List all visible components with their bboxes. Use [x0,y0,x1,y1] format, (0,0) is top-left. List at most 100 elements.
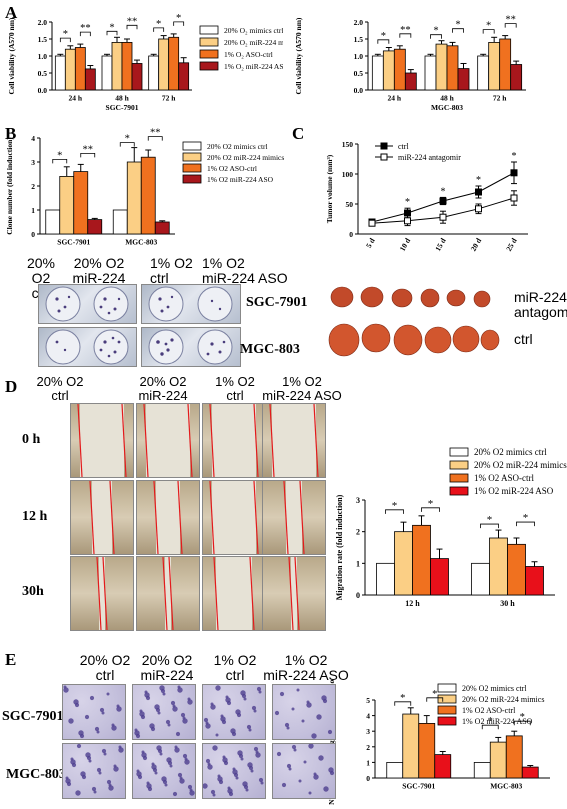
legend-swatch [437,705,457,715]
d-scratch-photo [202,480,266,555]
y-tick-label: 4 [366,712,370,721]
data-point [475,205,482,213]
y-tick-label: 2 [31,182,35,191]
significance-mark: * [109,22,114,33]
bar [435,43,448,91]
x-tick-label: 25 d [504,236,519,253]
x-tick-label: SGC-7901 [402,782,435,791]
bar [507,543,526,596]
d-col-label-3: 1% O2 ctrl [215,374,255,403]
legend-label: 1% O₂ miR-224 ASO [224,62,283,71]
significance-mark: ** [83,144,94,155]
legend-swatch [380,153,388,161]
y-tick-label: 0 [349,230,353,239]
y-tick-label: 1.0 [354,52,364,61]
e-transwell-photo [62,743,126,799]
d-scratch-photo [202,556,266,631]
legend-label: 1% O2 ASO-ctrl [207,164,257,173]
bar [505,735,523,779]
significance-bracket [516,521,535,527]
bar [84,68,96,91]
b-label-col2: 20% O2 miR-224 [72,255,126,286]
significance-mark: ** [505,15,516,26]
significance-mark: * [433,26,438,37]
legend-swatch [449,460,469,470]
legend-label: 1% O₂ ASO-ctrl [224,50,273,59]
bar [382,50,395,91]
chart-e-invading-cells: 20% O2 mimics ctrl 20% O2 miR-224 mimics 1… [327,680,550,805]
y-tick-label: 100 [342,170,354,179]
e-col-label-4: 1% O2 miR-224 ASO [263,652,349,683]
significance-mark: ** [80,23,91,34]
d-scratch-photo [70,403,134,478]
significance-bracket [52,159,68,164]
legend-swatch [182,174,202,184]
d-row-label-0h: 0 h [22,432,41,447]
significance-bracket [79,31,91,37]
chart-c-tumor-volume: 0 50 100 150 Tumor volume (mm³) 5 d 10 d 15 d 20… [325,140,528,253]
bar [394,531,413,596]
y-axis-label: Clone number (fold induction) [5,137,14,235]
d-scratch-photo [70,556,134,631]
significance-bracket [452,28,464,33]
bar [112,209,128,235]
significance-mark: * [432,689,437,700]
y-tick-label: 0.0 [354,86,364,95]
y-tick-label: 2.0 [38,18,48,27]
d-col-label-2: 20% O2 miR-224 [138,374,188,403]
legend-swatch [449,486,469,496]
chart-a1-sgc7901-viability: 0.0 0.5 1.0 1.5 2.0 Cell viability (A570 nm) *… [7,13,283,112]
significance-mark: * [428,498,434,510]
panel-letter-b: B [5,124,17,143]
y-tick-label: 1.5 [354,35,364,44]
significance-bracket [504,23,517,28]
significance-mark: * [400,693,405,704]
legend-swatch [437,716,457,726]
bar [477,55,490,91]
legend-label: 1% O2 ASO-ctrl [474,473,534,483]
x-tick-label: 12 h [405,599,420,608]
b-label-col4: 1% O2 miR-224 ASO [202,255,288,286]
significance-bracket [399,33,412,38]
bar [131,63,143,91]
significance-mark: * [392,500,398,512]
legend-label: 20% O2 miR-224 mimics [462,695,544,704]
legend-swatch [182,163,202,173]
bar [488,42,501,91]
legend-swatch [199,61,219,71]
bar [73,171,89,235]
y-tick-label: 4 [31,134,35,143]
bar [499,38,512,91]
significance-bracket [513,720,531,726]
d-row-label-12h: 12 h [22,509,48,524]
significance-mark: * [486,21,491,32]
panel-letter-a: A [5,3,18,22]
significance-bracket [480,523,499,529]
significance-bracket [80,153,96,158]
bar [510,64,523,91]
c-tumor-photo [328,280,500,366]
c-row-label-ctrl: ctrl [514,331,533,347]
bar [168,36,180,91]
y-tick-label: 2 [356,528,360,537]
legend-swatch [199,49,219,59]
b-colony-photo-mgc-ctrl [38,327,137,367]
x-tick-label: 20 d [469,236,484,253]
x-tick-label: 72 h [493,94,507,103]
significance-mark: * [487,514,493,526]
d-scratch-photo [202,403,266,478]
legend-label: 20% O2 mimics ctrl [207,142,268,151]
significance-bracket [153,27,165,32]
data-point [404,209,411,217]
bar [521,766,539,779]
legend-label: 20% O2 miR-224 mimics [474,460,567,470]
x-tick-label: MGC-803 [125,238,157,247]
e-transwell-photo [132,684,196,740]
legend-label: 1% O2 miR-224 ASO [474,486,554,496]
d-scratch-photo [70,480,134,555]
bar [154,221,170,235]
bar [158,38,170,91]
y-tick-label: 3 [366,727,370,736]
significance-bracket [173,21,185,26]
